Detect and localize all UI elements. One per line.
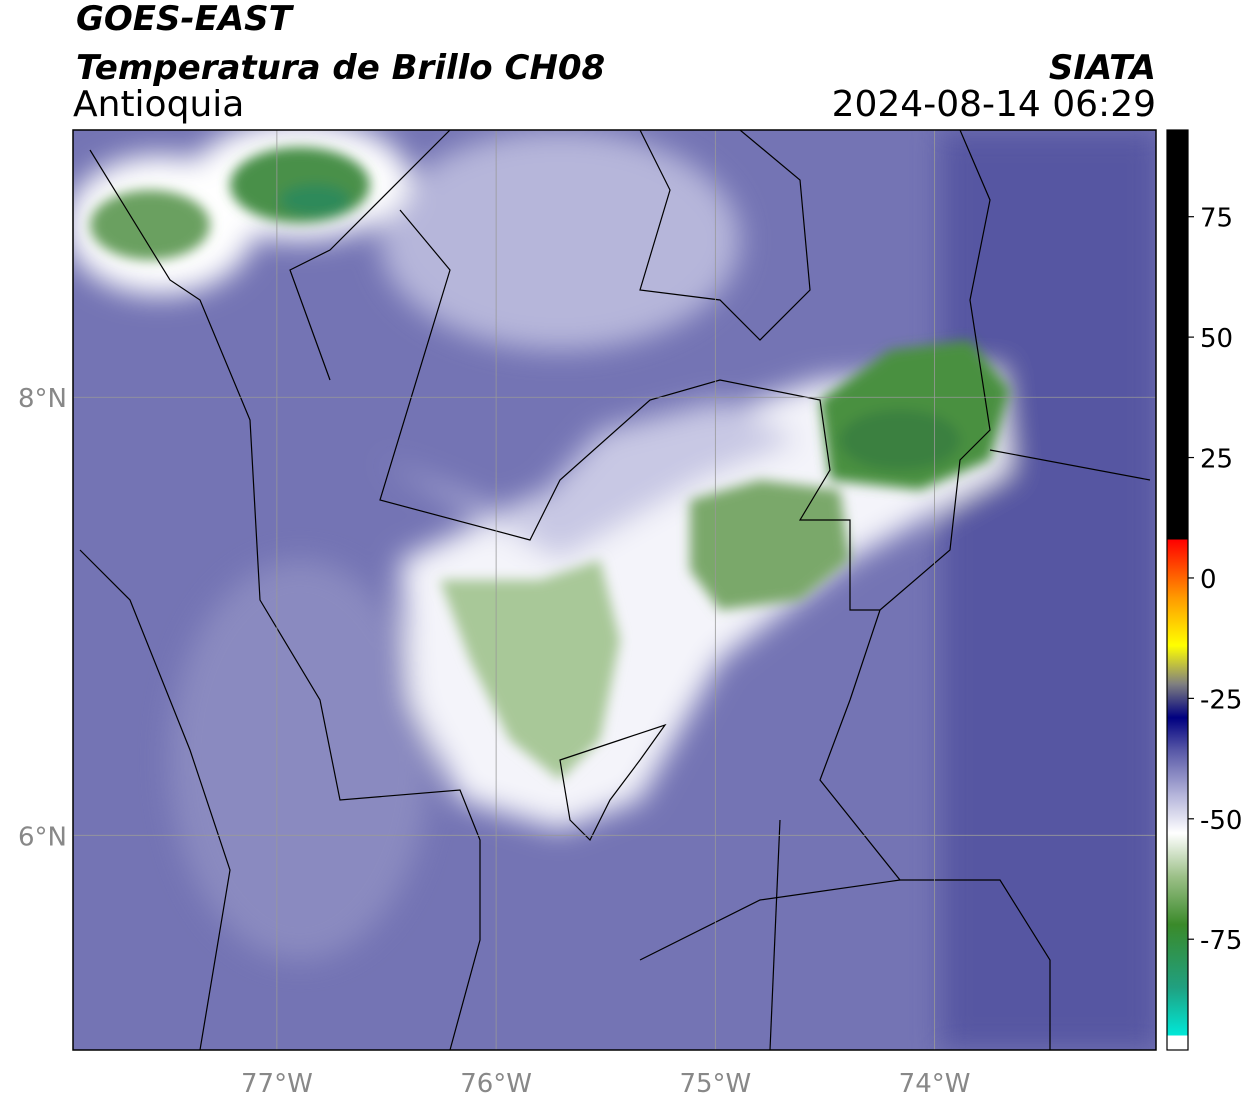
title: GOES-EAST — [76, 0, 295, 39]
colorbar-tick-label: -25 — [1200, 685, 1242, 715]
x-tick-label: 74°W — [899, 1069, 971, 1099]
datetime: 2024-08-14 06:29 — [832, 84, 1156, 125]
colorbar-tick-label: 0 — [1200, 565, 1217, 595]
satellite-image — [73, 130, 1156, 1050]
x-tick-label: 76°W — [460, 1069, 532, 1099]
colorbar-tick-label: -75 — [1200, 926, 1242, 956]
colorbar-tick-label: 25 — [1200, 445, 1233, 475]
subtitle: Temperatura de Brillo CH08 — [76, 48, 605, 88]
x-tick-label: 77°W — [241, 1069, 313, 1099]
y-tick-label: 6°N — [18, 822, 67, 852]
colorbar — [1166, 129, 1189, 1051]
grid — [73, 130, 1156, 1050]
source: SIATA — [1049, 48, 1156, 88]
region: Antioquia — [73, 84, 244, 125]
colorbar-tick-label: -50 — [1200, 806, 1242, 836]
colorbar-tick-label: 75 — [1200, 204, 1233, 234]
map-frame — [72, 129, 1157, 1051]
y-tick-label: 8°N — [18, 384, 67, 414]
colorbar-tick-label: 50 — [1200, 324, 1233, 354]
x-tick-label: 75°W — [679, 1069, 751, 1099]
